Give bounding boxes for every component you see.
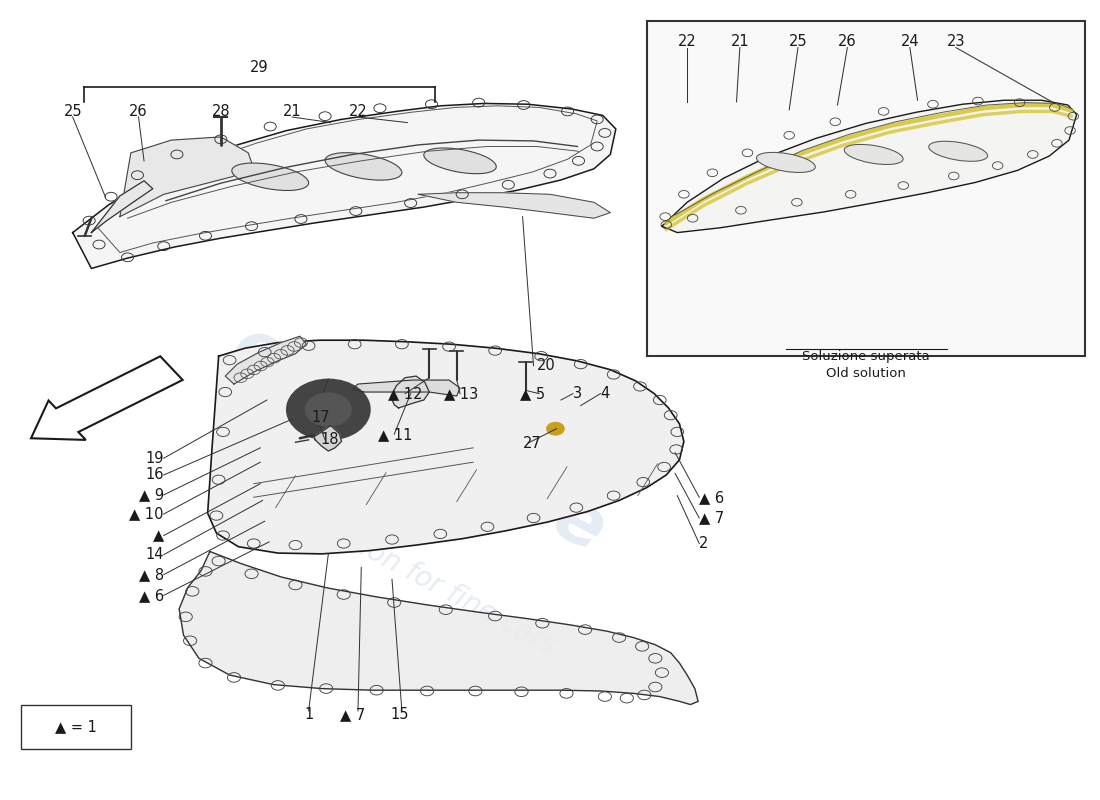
Text: 26: 26	[129, 104, 147, 119]
Text: ▲ 5: ▲ 5	[520, 386, 546, 401]
Polygon shape	[91, 181, 153, 233]
Text: a passion for fine cars: a passion for fine cars	[276, 491, 560, 660]
Text: ▲ 12: ▲ 12	[387, 386, 422, 401]
Text: 18: 18	[321, 432, 339, 447]
Circle shape	[306, 393, 351, 426]
Text: 4: 4	[601, 386, 609, 401]
Polygon shape	[315, 426, 341, 451]
Text: ▲ 8: ▲ 8	[139, 567, 164, 582]
Text: ▲ 11: ▲ 11	[377, 426, 412, 442]
FancyArrow shape	[31, 356, 183, 440]
Text: 27: 27	[522, 435, 541, 450]
Text: 1: 1	[304, 707, 313, 722]
Ellipse shape	[757, 153, 815, 173]
Text: Soluzione superata
Old solution: Soluzione superata Old solution	[802, 350, 930, 380]
Text: ▲ 6: ▲ 6	[700, 490, 724, 505]
Ellipse shape	[928, 142, 988, 162]
Ellipse shape	[326, 153, 402, 180]
Polygon shape	[662, 100, 1077, 233]
Text: eurospare: eurospare	[220, 312, 617, 567]
Circle shape	[287, 379, 370, 440]
FancyBboxPatch shape	[647, 22, 1086, 356]
Text: 21: 21	[283, 104, 301, 119]
Text: 16: 16	[145, 467, 164, 482]
Text: ▲ 10: ▲ 10	[130, 506, 164, 522]
Polygon shape	[179, 551, 698, 705]
Text: 20: 20	[537, 358, 556, 374]
Text: 14: 14	[145, 547, 164, 562]
Text: ▲ 7: ▲ 7	[700, 510, 725, 526]
Text: ▲ 6: ▲ 6	[139, 588, 164, 603]
Circle shape	[547, 422, 564, 435]
Text: 23: 23	[947, 34, 965, 49]
Polygon shape	[208, 340, 684, 554]
Polygon shape	[226, 336, 307, 384]
Polygon shape	[120, 137, 254, 217]
Text: 19: 19	[145, 450, 164, 466]
Text: 15: 15	[390, 707, 409, 722]
Text: 24: 24	[901, 34, 920, 49]
Ellipse shape	[424, 148, 496, 174]
Ellipse shape	[232, 163, 309, 190]
Text: 29: 29	[250, 60, 268, 74]
Text: 26: 26	[838, 34, 857, 49]
Text: ▲ = 1: ▲ = 1	[55, 719, 97, 734]
Text: 25: 25	[789, 34, 807, 49]
Text: 28: 28	[211, 104, 230, 119]
Text: 21: 21	[730, 34, 749, 49]
Text: 3: 3	[573, 386, 582, 401]
Text: ▲ 13: ▲ 13	[443, 386, 477, 401]
FancyBboxPatch shape	[21, 705, 131, 749]
Ellipse shape	[845, 145, 903, 165]
Polygon shape	[73, 103, 616, 269]
Text: ▲ 7: ▲ 7	[340, 707, 365, 722]
Text: ▲ 9: ▲ 9	[139, 487, 164, 502]
Polygon shape	[352, 380, 460, 396]
Polygon shape	[418, 193, 610, 218]
Text: 22: 22	[678, 34, 696, 49]
Polygon shape	[390, 376, 429, 408]
Text: 17: 17	[312, 410, 330, 425]
Text: 2: 2	[700, 536, 708, 551]
Text: 25: 25	[64, 104, 82, 119]
Text: ▲: ▲	[153, 528, 164, 543]
Text: 22: 22	[349, 104, 367, 119]
